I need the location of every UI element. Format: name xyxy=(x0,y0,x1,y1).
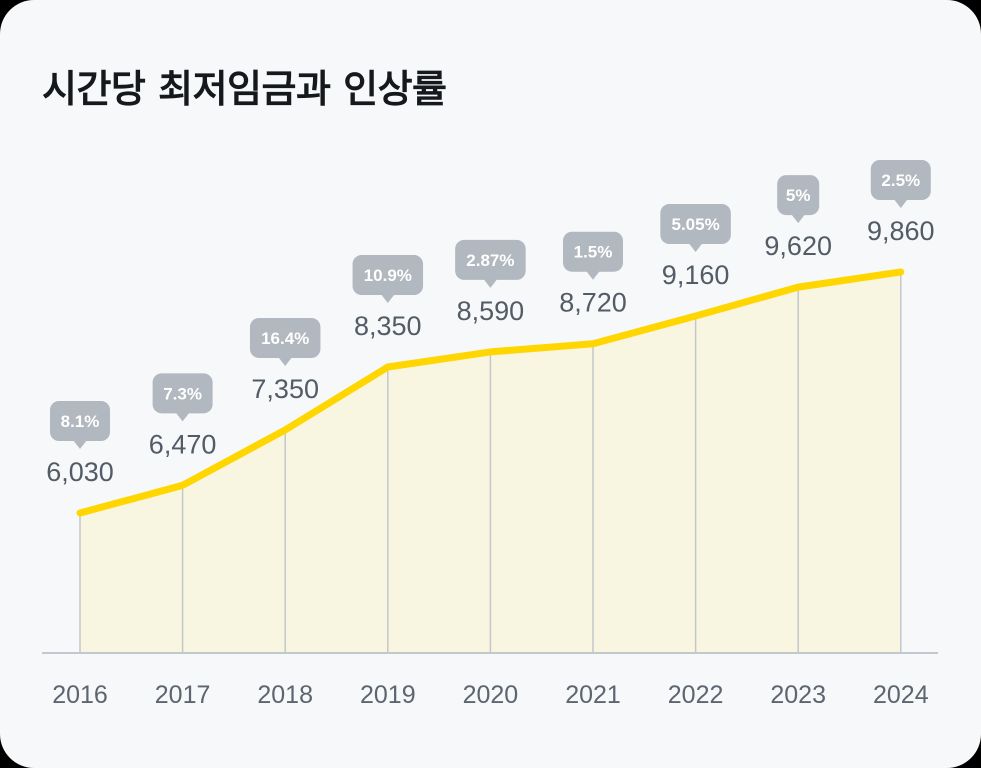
rate-badge: 5.05% xyxy=(660,204,731,253)
x-axis-year-label: 2021 xyxy=(565,681,621,709)
rate-badge: 2.5% xyxy=(870,160,931,208)
x-axis-year-label: 2024 xyxy=(873,681,929,709)
rate-label: 8.1% xyxy=(61,412,100,431)
x-axis-year-label: 2023 xyxy=(770,681,826,709)
rate-label: 2.5% xyxy=(881,171,920,190)
rate-badge: 2.87% xyxy=(455,239,526,288)
value-label: 9,620 xyxy=(764,231,832,261)
x-axis-year-label: 2019 xyxy=(360,681,416,709)
wage-line xyxy=(76,268,905,517)
rate-label: 7.3% xyxy=(163,384,202,403)
rate-label: 5.05% xyxy=(671,215,719,234)
rate-badge: 16.4% xyxy=(249,317,321,366)
rate-badge: 8.1% xyxy=(50,401,110,449)
value-label: 8,720 xyxy=(559,288,627,318)
value-label: 6,030 xyxy=(46,457,114,487)
rate-badge: 7.3% xyxy=(152,373,213,422)
rate-label: 2.87% xyxy=(466,251,514,270)
x-axis-year-label: 2022 xyxy=(668,681,724,709)
x-axis-year-label: 2017 xyxy=(155,681,211,709)
value-label: 9,860 xyxy=(867,216,935,246)
chart-title: 시간당 최저임금과 인상률 xyxy=(42,67,447,111)
rate-badge: 10.9% xyxy=(352,255,424,304)
value-label: 8,350 xyxy=(354,311,422,341)
x-axis-year-label: 2016 xyxy=(52,681,108,709)
value-label: 6,470 xyxy=(149,429,217,459)
x-axis-year-label: 2020 xyxy=(463,681,519,709)
rate-label: 5% xyxy=(786,186,811,205)
value-label: 8,590 xyxy=(457,296,525,326)
x-axis-year-label: 2018 xyxy=(257,681,313,709)
value-label: 9,160 xyxy=(662,260,730,290)
rate-badge: 1.5% xyxy=(563,231,623,280)
rate-label: 16.4% xyxy=(261,329,309,348)
rate-badge: 5% xyxy=(777,175,820,224)
value-label: 7,350 xyxy=(251,374,319,404)
rate-label: 1.5% xyxy=(574,243,613,262)
rate-label: 10.9% xyxy=(364,266,412,285)
